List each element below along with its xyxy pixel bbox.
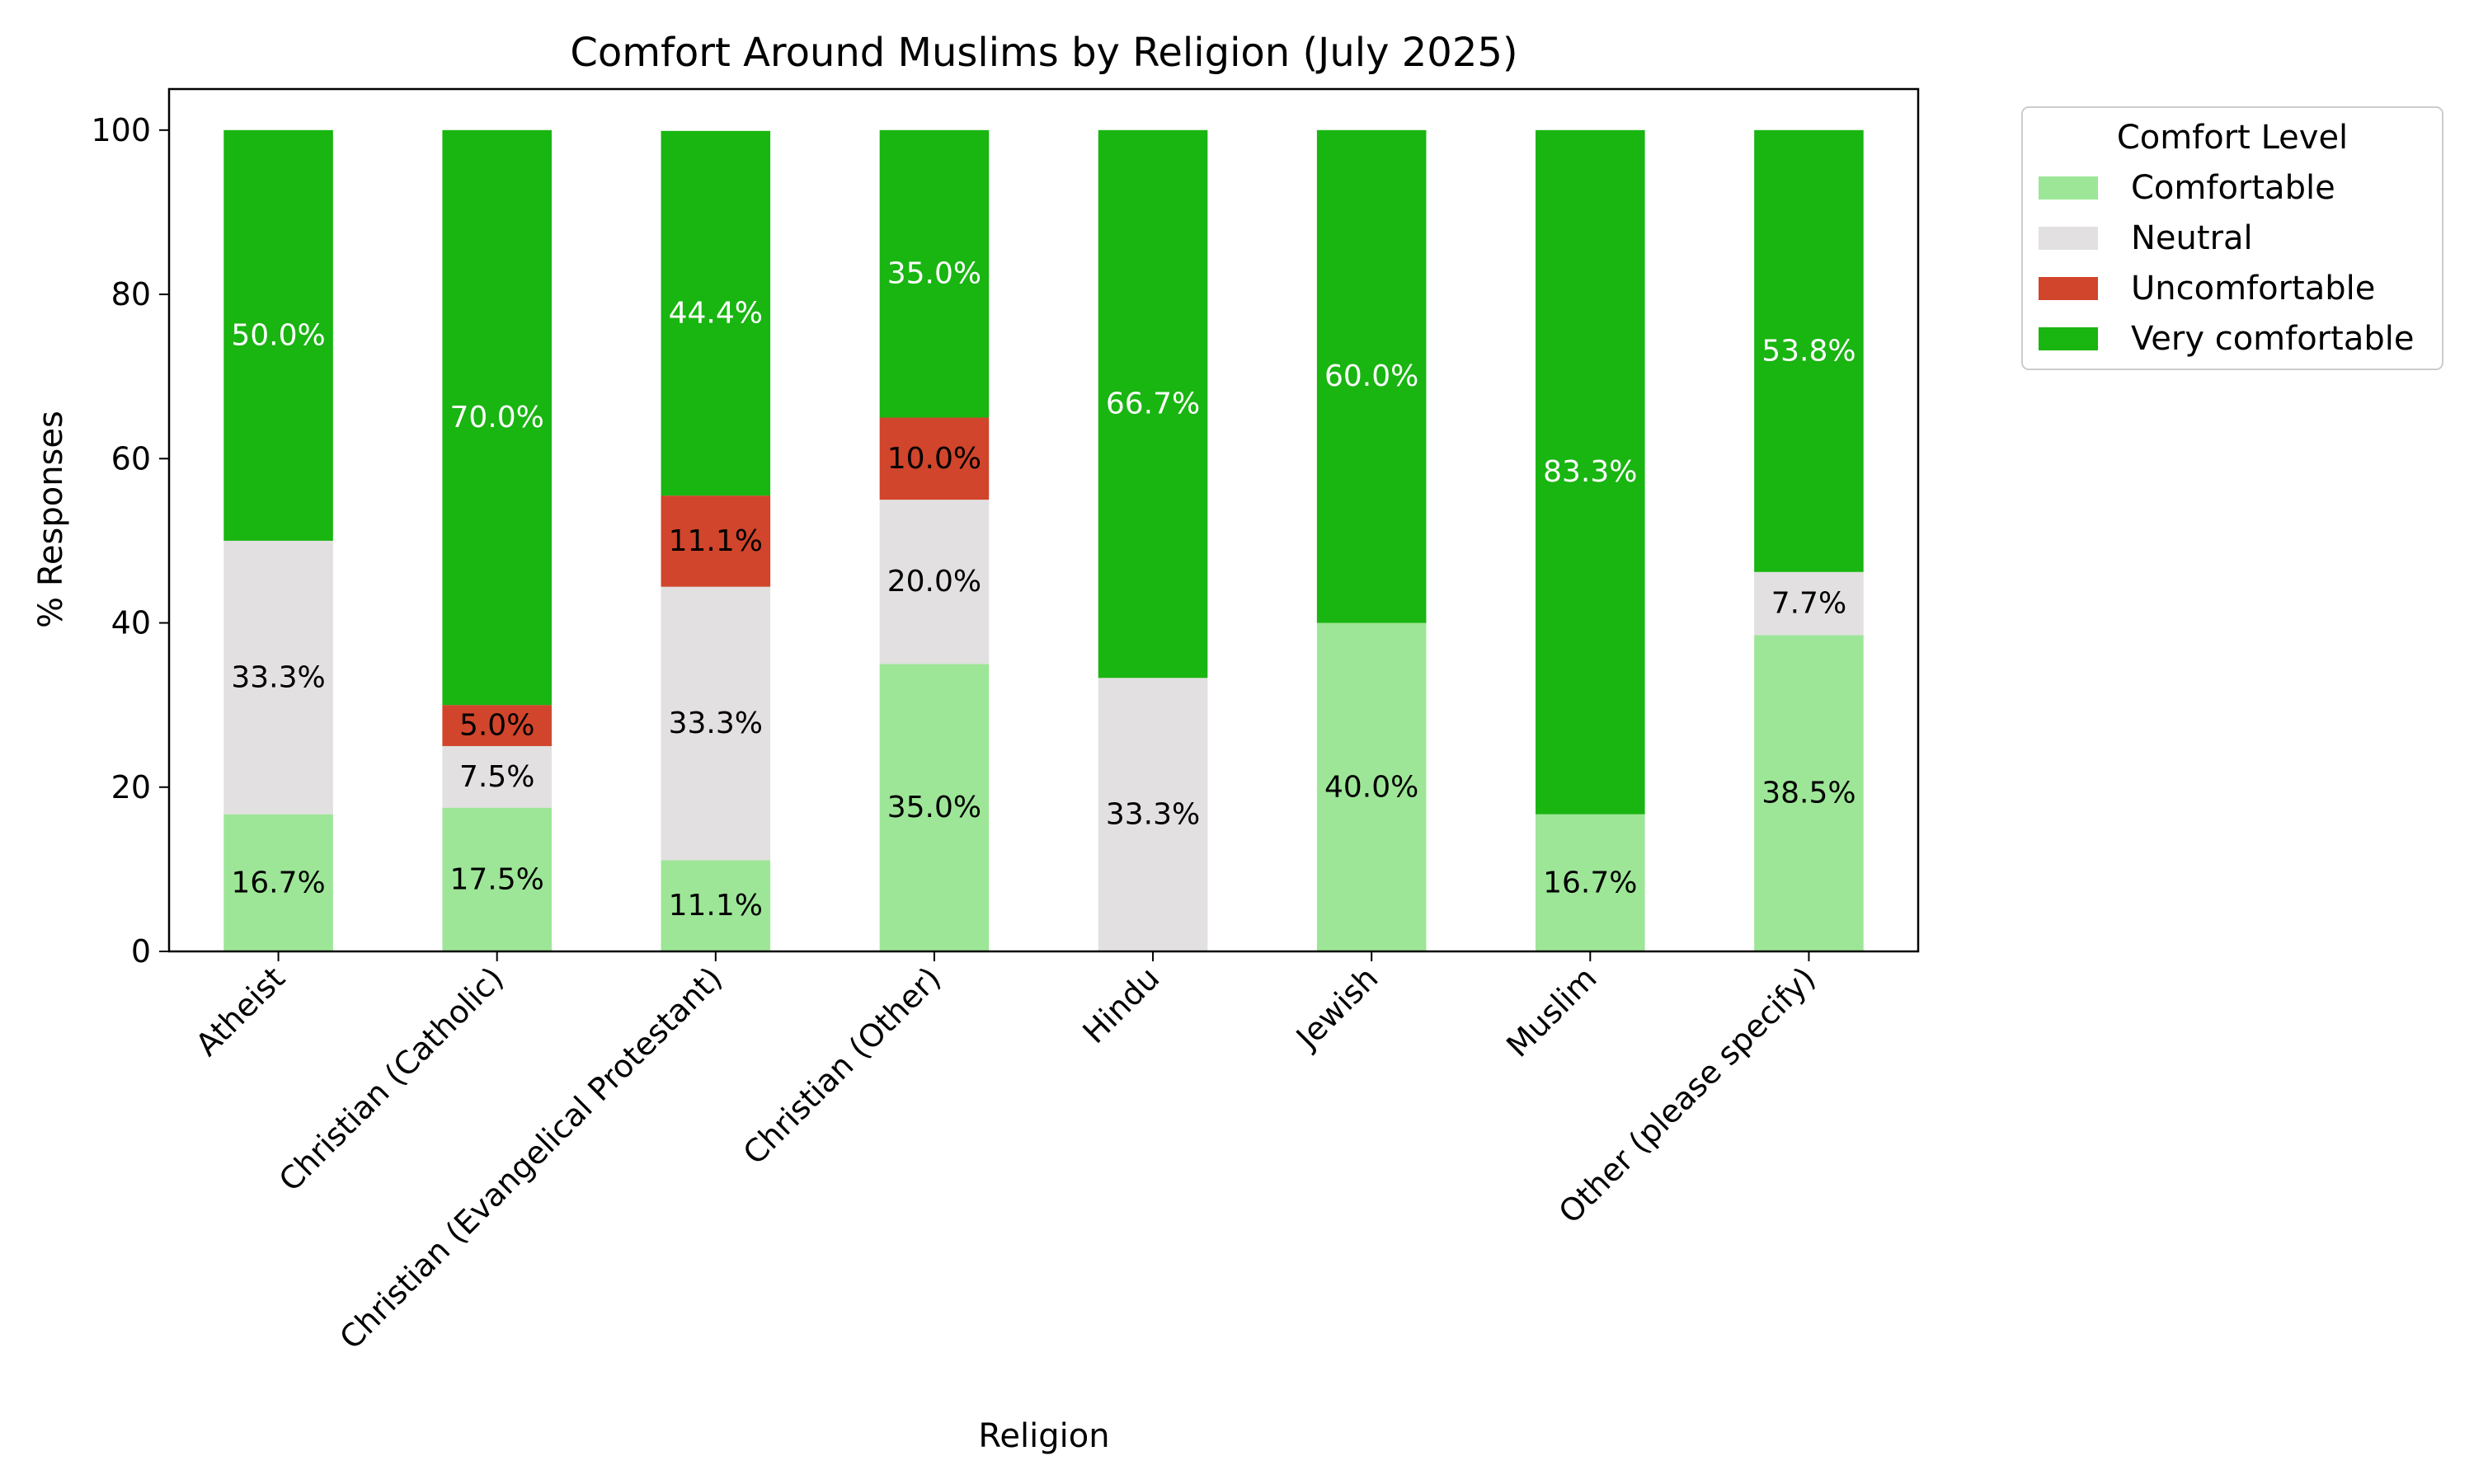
x-tick-label: Atheist [189,960,292,1063]
legend-swatch [2039,327,2098,350]
legend-swatch [2039,277,2098,300]
bar-segment [661,586,771,861]
bar-segment [223,814,333,951]
data-label: 70.0% [450,401,544,434]
bar-segment [1098,678,1208,951]
x-tick-label: Christian (Other) [736,960,948,1172]
bar-segment [1754,129,1864,572]
data-label: 44.4% [669,296,763,330]
y-tick-label: 40 [111,605,151,641]
plot-area: 16.7% 33.3% 50.0% Atheist 17.5% 7.5% 5.0% 70.0%… [91,87,1920,1356]
data-label: 33.3% [231,660,325,694]
data-label: 53.8% [1761,334,1856,368]
plot-frame [167,87,1920,953]
bar-segment [661,860,771,951]
y-tick-label: 60 [111,440,151,477]
x-tick-label: Christian (Catholic) [272,960,510,1198]
bar-segment [1754,571,1864,636]
bar-segment [1316,622,1427,951]
data-label: 17.5% [450,862,544,896]
bar-segment [442,129,552,706]
bar-segment [223,129,333,541]
x-tick-label: Muslim [1499,960,1603,1064]
data-label: 11.1% [669,889,763,923]
legend-swatch [2039,227,2098,250]
bar-segment [442,705,552,746]
x-tick-label: Christian (Evangelical Protestant) [332,960,729,1356]
y-axis-label: % Responses [32,411,70,628]
legend: Comfort Level Comfortable Neutral Uncomfort… [2021,106,2443,370]
data-label: 60.0% [1324,359,1418,393]
bar-segment [661,495,771,587]
bar-segment [879,417,990,500]
y-tick-label: 100 [91,112,151,148]
data-label: 16.7% [231,866,325,899]
data-label: 35.0% [887,257,981,291]
x-tick-label: Other (please specify) [1552,960,1823,1230]
legend-title: Comfort Level [2117,119,2348,157]
bar-segment [442,807,552,951]
legend-item-label: Comfortable [2131,169,2335,207]
legend-item-label: Uncomfortable [2131,270,2375,308]
data-label: 35.0% [887,791,981,824]
data-label: 5.0% [459,709,534,743]
data-label: 83.3% [1543,455,1637,489]
data-label: 38.5% [1761,777,1856,810]
data-label: 7.7% [1771,587,1846,621]
data-label: 33.3% [669,707,763,740]
bar-segment [879,500,990,665]
legend-swatch [2039,176,2098,200]
data-label: 50.0% [231,318,325,352]
y-tick-label: 0 [131,933,151,970]
bar-segment [442,745,552,808]
data-label: 66.7% [1106,387,1200,421]
y-tick-label: 20 [111,769,151,805]
y-tick-label: 80 [111,276,151,312]
data-label: 10.0% [887,442,981,476]
bar-segment [661,130,771,496]
data-label: 20.0% [887,565,981,599]
data-label: 16.7% [1543,866,1637,899]
chart-title: Comfort Around Muslims by Religion (July… [570,30,1517,76]
bar-segment [879,129,990,418]
bar-segment [879,664,990,951]
data-label: 7.5% [459,760,534,794]
x-tick-label: Hindu [1076,960,1167,1050]
x-axis-label: Religion [978,1417,1109,1455]
data-label: 11.1% [669,524,763,558]
data-label: 40.0% [1324,770,1418,804]
bar-segment [1536,129,1645,815]
legend-item-label: Neutral [2131,219,2253,257]
data-label: 33.3% [1106,798,1200,832]
bar-segment [1754,635,1864,951]
legend-frame [2021,106,2443,370]
legend-item-label: Very comfortable [2131,320,2414,358]
bar-segment [1316,129,1427,623]
bar-segment [1536,814,1645,951]
bar-segment [1098,129,1208,679]
bar-segment [223,540,333,815]
x-tick-label: Jewish [1288,960,1385,1056]
